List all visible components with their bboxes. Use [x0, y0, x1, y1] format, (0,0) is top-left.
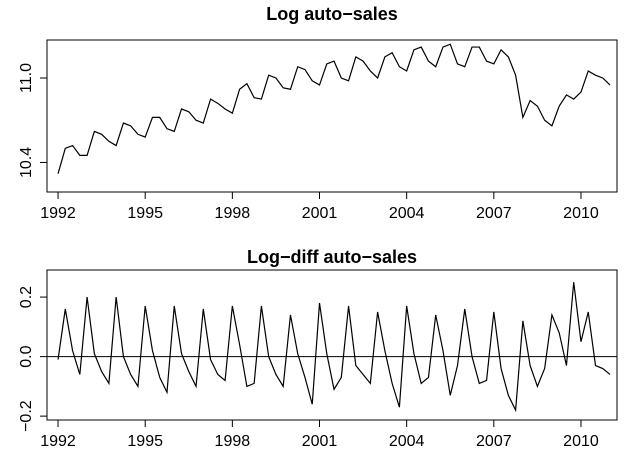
y-tick-label: −0.2 [18, 400, 35, 432]
x-tick-label: 2004 [389, 205, 425, 222]
x-tick-label: 1992 [40, 433, 76, 450]
x-tick-label: 1998 [215, 205, 251, 222]
y-tick-label: 0.0 [18, 345, 35, 367]
x-tick-label: 2001 [302, 205, 338, 222]
data-line [57, 282, 611, 413]
plot-frame [46, 269, 618, 421]
chart-title: Log auto−sales [266, 4, 398, 24]
plot-frame [46, 39, 618, 193]
x-tick-label: 2007 [476, 433, 512, 450]
x-tick-label: 1995 [127, 205, 163, 222]
x-tick-label: 1995 [127, 433, 163, 450]
chart-title: Log−diff auto−sales [247, 247, 417, 267]
x-tick-label: 1998 [215, 433, 251, 450]
y-tick-label: 10.4 [18, 147, 35, 178]
x-tick-label: 2010 [563, 433, 599, 450]
x-tick-label: 2004 [389, 433, 425, 450]
data-line [57, 43, 611, 174]
x-tick-label: 2001 [302, 433, 338, 450]
x-tick-label: 2010 [563, 205, 599, 222]
y-tick-label: 0.2 [18, 286, 35, 308]
x-tick-label: 2007 [476, 205, 512, 222]
y-tick-label: 11.0 [18, 63, 35, 93]
x-tick-label: 1992 [40, 205, 76, 222]
